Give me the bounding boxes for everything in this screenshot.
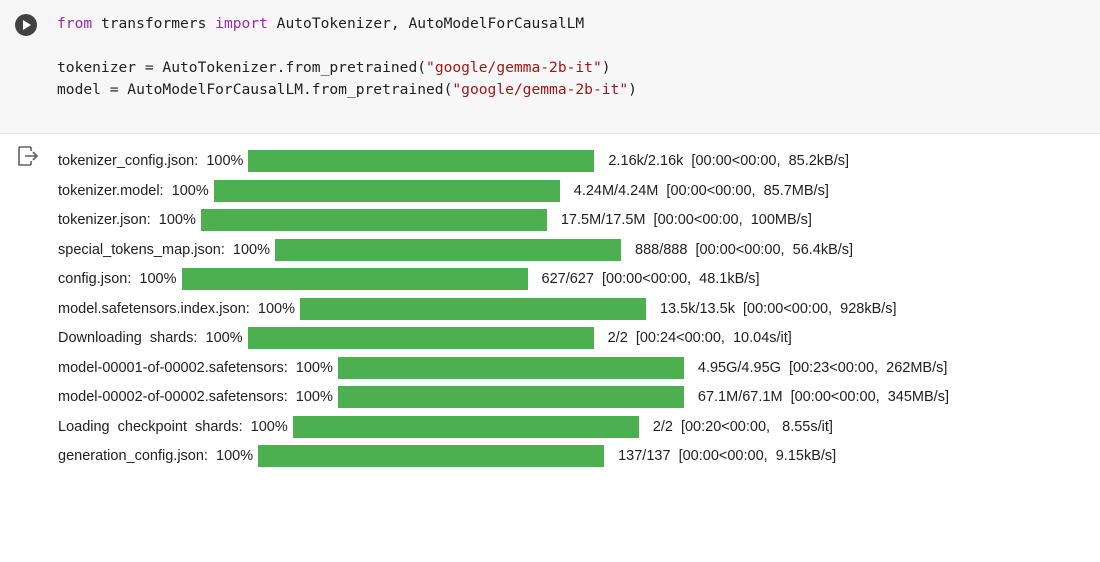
spacer [288,360,296,376]
progress-fill [213,179,560,202]
progress-fill [299,297,646,320]
stats: 13.5k/13.5k [00:00<00:00, 928kB/s] [659,300,897,317]
progress-bar [337,386,684,408]
percent: 100% [250,418,288,435]
progress-row: tokenizer.json: 100% 17.5M/17.5M [00:00<0… [58,209,949,231]
code-token: ) [628,81,637,98]
code-editor[interactable]: from transformers import AutoTokenizer, … [57,13,637,101]
percent: 100% [295,389,333,405]
spacer [250,301,258,317]
progress-bar [213,179,560,202]
spacer [243,419,251,435]
progress-row: model-00001-of-00002.safetensors: 100% 4.… [58,356,949,379]
code-line: model = AutoModelForCausalLM.from_pretra… [57,79,637,101]
file-label: tokenizer.model: [58,182,164,199]
file-label: config.json: [58,271,132,287]
file-label: model-00001-of-00002.safetensors: [58,359,288,376]
file-label: tokenizer_config.json: [58,153,199,169]
progress-fill [247,327,594,349]
progress-bar [247,327,594,349]
spacer [198,153,206,169]
progress-bar [292,415,639,438]
progress-row: generation_config.json: 100% 137/137 [00:… [58,445,949,467]
code-line: tokenizer = AutoTokenizer.from_pretraine… [57,57,637,79]
file-label: Downloading shards: [58,330,198,346]
file-label: special_tokens_map.json: [58,241,225,258]
stats: 4.95G/4.95G [00:23<00:00, 262MB/s] [697,359,948,376]
spacer [151,212,159,228]
progress-bar [200,209,547,231]
spacer [288,389,296,405]
code-block: tokenizer = AutoTokenizer.from_pretraine… [57,57,637,101]
code-token: from [57,15,93,32]
stats: 2/2 [00:20<00:00, 8.55s/it] [652,418,833,435]
file-label: tokenizer.json: [58,212,151,228]
output-area: tokenizer_config.json: 100% 2.16k/2.16k [… [58,150,949,482]
code-token: tokenizer = AutoTokenizer.from_pretraine… [57,59,427,76]
code-token: AutoTokenizer, AutoModelForCausalLM [267,15,585,32]
progress-row: model-00002-of-00002.safetensors: 100% 67… [58,386,949,408]
progress-bar [337,356,684,379]
code-token: transformers [92,15,216,32]
spacer [197,330,205,346]
progress-bar [275,238,622,261]
progress-row: tokenizer_config.json: 100% 2.16k/2.16k [… [58,150,949,172]
progress-bar [258,445,605,467]
progress-fill [258,445,605,467]
code-token: "google/gemma-2b-it" [452,81,629,98]
code-token: import [215,15,268,32]
code-token: "google/gemma-2b-it" [426,59,602,76]
percent: 100% [216,448,254,464]
code-token: ) [601,59,611,76]
progress-bar [248,150,595,172]
progress-fill [292,415,639,438]
spacer [131,271,139,287]
percent: 100% [206,153,244,169]
percent: 100% [158,212,196,228]
progress-row: model.safetensors.index.json: 100% 13.5k/… [58,297,949,320]
percent: 100% [139,271,177,287]
file-label: generation_config.json: [58,448,208,464]
run-button[interactable] [14,13,38,37]
progress-row: special_tokens_map.json: 100% 888/888 [00… [58,238,949,261]
stats: 2/2 [00:24<00:00, 10.04s/it] [607,330,792,346]
progress-fill [337,386,684,408]
progress-fill [181,268,528,290]
progress-fill [200,209,547,231]
progress-bar [299,297,646,320]
progress-fill [337,356,684,379]
code-block: from transformers import AutoTokenizer, … [57,13,637,35]
percent: 100% [171,182,209,199]
progress-row: Downloading shards: 100% 2/2 [00:24<00:00… [58,327,949,349]
stats: 627/627 [00:00<00:00, 48.1kB/s] [541,271,760,287]
stats: 67.1M/67.1M [00:00<00:00, 345MB/s] [697,389,949,405]
progress-row: config.json: 100% 627/627 [00:00<00:00, 4… [58,268,949,290]
file-label: model.safetensors.index.json: [58,300,250,317]
code-token: model = AutoModelForCausalLM.from_pretra… [57,81,453,98]
progress-bar [181,268,528,290]
percent: 100% [205,330,243,346]
percent: 100% [295,359,333,376]
stats: 888/888 [00:00<00:00, 56.4kB/s] [635,241,854,258]
progress-fill [275,238,622,261]
code-cell: from transformers import AutoTokenizer, … [0,0,1100,134]
stats: 2.16k/2.16k [00:00<00:00, 85.2kB/s] [608,153,850,169]
code-line: from transformers import AutoTokenizer, … [57,13,637,35]
spacer [164,183,172,199]
stats: 4.24M/4.24M [00:00<00:00, 85.7MB/s] [573,182,829,199]
file-label: model-00002-of-00002.safetensors: [58,389,288,405]
stats: 17.5M/17.5M [00:00<00:00, 100MB/s] [560,212,812,228]
spacer [225,242,233,258]
progress-fill [248,150,595,172]
output-icon[interactable] [16,144,40,168]
file-label: Loading checkpoint shards: [58,418,243,435]
percent: 100% [232,241,271,258]
spacer [208,448,216,464]
progress-row: Loading checkpoint shards: 100% 2/2 [00:2… [58,415,949,438]
stats: 137/137 [00:00<00:00, 9.15kB/s] [618,448,837,464]
progress-row: tokenizer.model: 100% 4.24M/4.24M [00:00<… [58,179,949,202]
percent: 100% [257,300,295,317]
